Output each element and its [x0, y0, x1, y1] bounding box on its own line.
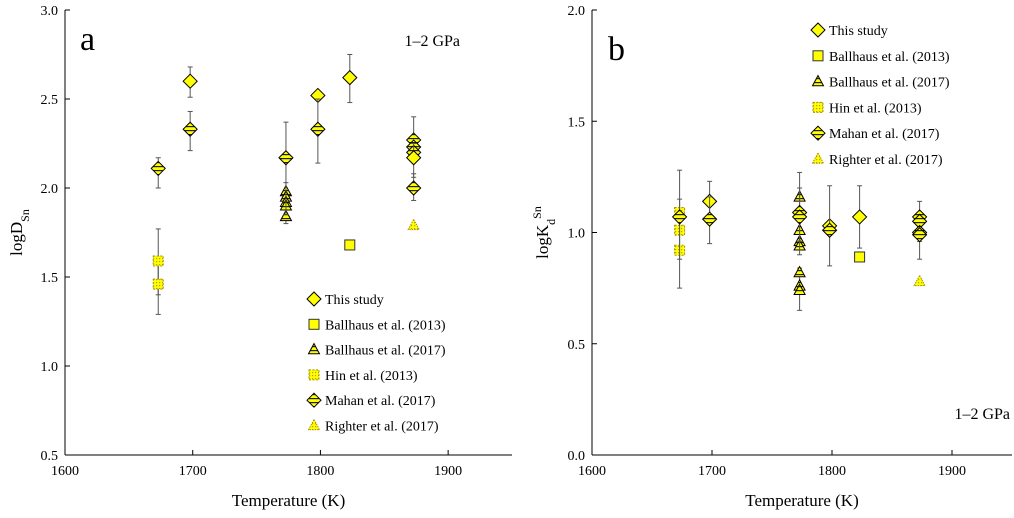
y-tick-label: 1.0 — [568, 227, 586, 242]
y-tick-label: 2.0 — [568, 4, 586, 19]
legend-marker — [810, 125, 826, 141]
legend-marker — [812, 50, 824, 62]
legend: This study Ballhaus et al. (2013) Ballhaus… — [810, 22, 950, 168]
x-tick-label: 1600 — [51, 464, 79, 479]
y-tick-label: 0.5 — [41, 449, 59, 464]
data-point — [152, 255, 164, 267]
legend: This study Ballhaus et al. (2013) Ballhaus… — [306, 291, 446, 435]
series-mahan-et-al-2017- — [150, 98, 422, 216]
y-tick-label: 1.5 — [568, 115, 586, 130]
y-tick-label: 2.5 — [41, 93, 59, 108]
pressure-note: 1–2 GPa — [954, 406, 1010, 423]
legend-marker — [810, 22, 826, 38]
data-point — [279, 209, 293, 222]
legend-label: Mahan et al. (2017) — [829, 127, 940, 142]
series-righter-et-al-2017- — [913, 274, 926, 287]
x-tick-label: 1600 — [578, 464, 606, 479]
x-tick-label: 1900 — [434, 464, 462, 479]
legend-label: This study — [829, 24, 888, 39]
x-tick-label: 1800 — [306, 464, 334, 479]
series-extra — [405, 143, 422, 178]
panel-label: a — [80, 21, 95, 58]
series-mahan-et-al-2017- — [671, 169, 928, 289]
legend-marker — [307, 418, 321, 431]
panel-label: b — [608, 31, 625, 68]
data-point — [342, 69, 358, 86]
series-this-study — [182, 54, 358, 104]
legend-label: Ballhaus et al. (2017) — [829, 76, 950, 91]
legend-label: Hin et al. (2013) — [325, 369, 418, 384]
data-point — [344, 239, 356, 251]
y-tick-label: 1.5 — [41, 271, 59, 286]
legend-marker — [811, 151, 825, 164]
x-axis-title: Temperature (K) — [745, 491, 859, 510]
series-righter-et-al-2017- — [407, 218, 420, 231]
y-tick-label: 0.5 — [568, 338, 586, 353]
y-tick-label: 0.0 — [568, 449, 586, 464]
data-point — [671, 209, 688, 225]
x-axis-title: Temperature (K) — [232, 491, 346, 510]
legend-label: Righter et al. (2017) — [325, 420, 439, 435]
x-tick-label: 1800 — [818, 464, 846, 479]
y-tick-label: 2.0 — [41, 182, 59, 197]
legend-label: Ballhaus et al. (2017) — [325, 344, 446, 359]
x-tick-label: 1700 — [698, 464, 726, 479]
data-point — [911, 227, 928, 243]
x-tick-label: 1700 — [179, 464, 207, 479]
series-this-study — [701, 180, 868, 249]
y-tick-label: 3.0 — [41, 4, 59, 19]
data-point — [851, 209, 868, 225]
legend-marker — [308, 369, 320, 381]
legend-marker — [308, 318, 320, 330]
series-ballhaus-et-al-2013- — [344, 239, 356, 251]
legend-label: Ballhaus et al. (2013) — [325, 318, 446, 333]
data-point — [793, 283, 806, 296]
data-point — [793, 265, 806, 278]
data-point — [701, 211, 718, 227]
legend-marker — [811, 74, 825, 87]
legend-marker — [812, 101, 824, 113]
data-point — [407, 218, 420, 231]
data-point — [821, 222, 838, 238]
data-point — [152, 278, 164, 290]
series-ballhaus-et-al-2013- — [854, 251, 866, 263]
data-point — [791, 209, 808, 225]
data-point — [913, 274, 926, 287]
data-point — [182, 121, 198, 137]
series-hin-et-al-2013- — [152, 228, 164, 315]
data-point — [278, 150, 294, 166]
y-tick-label: 1.0 — [41, 360, 59, 375]
data-point — [854, 251, 866, 263]
data-point — [405, 180, 422, 196]
legend-label: Ballhaus et al. (2013) — [829, 50, 950, 65]
data-point — [310, 121, 326, 137]
legend-label: Hin et al. (2013) — [829, 101, 922, 116]
chart-panel-a: 0.5 1.0 1.5 2.0 2.5 3.0 1600 1700 1800 1900 Temper… — [7, 4, 512, 510]
legend-marker — [307, 342, 321, 355]
pressure-note: 1–2 GPa — [404, 33, 460, 50]
legend-marker — [306, 291, 322, 307]
y-axis-title: logDSn — [7, 209, 32, 256]
y-axis-title: logKdSn — [530, 206, 558, 259]
legend-label: This study — [325, 293, 384, 308]
data-point — [405, 150, 422, 166]
data-point — [150, 160, 166, 177]
legend-label: Righter et al. (2017) — [829, 153, 943, 168]
data-point — [182, 73, 198, 89]
chart-panel-b: 0.0 0.5 1.0 1.5 2.0 1600 1700 1800 1900 Temperatu… — [530, 4, 1012, 510]
legend-label: Mahan et al. (2017) — [325, 394, 436, 409]
x-tick-label: 1900 — [938, 464, 966, 479]
legend-marker — [306, 392, 322, 408]
